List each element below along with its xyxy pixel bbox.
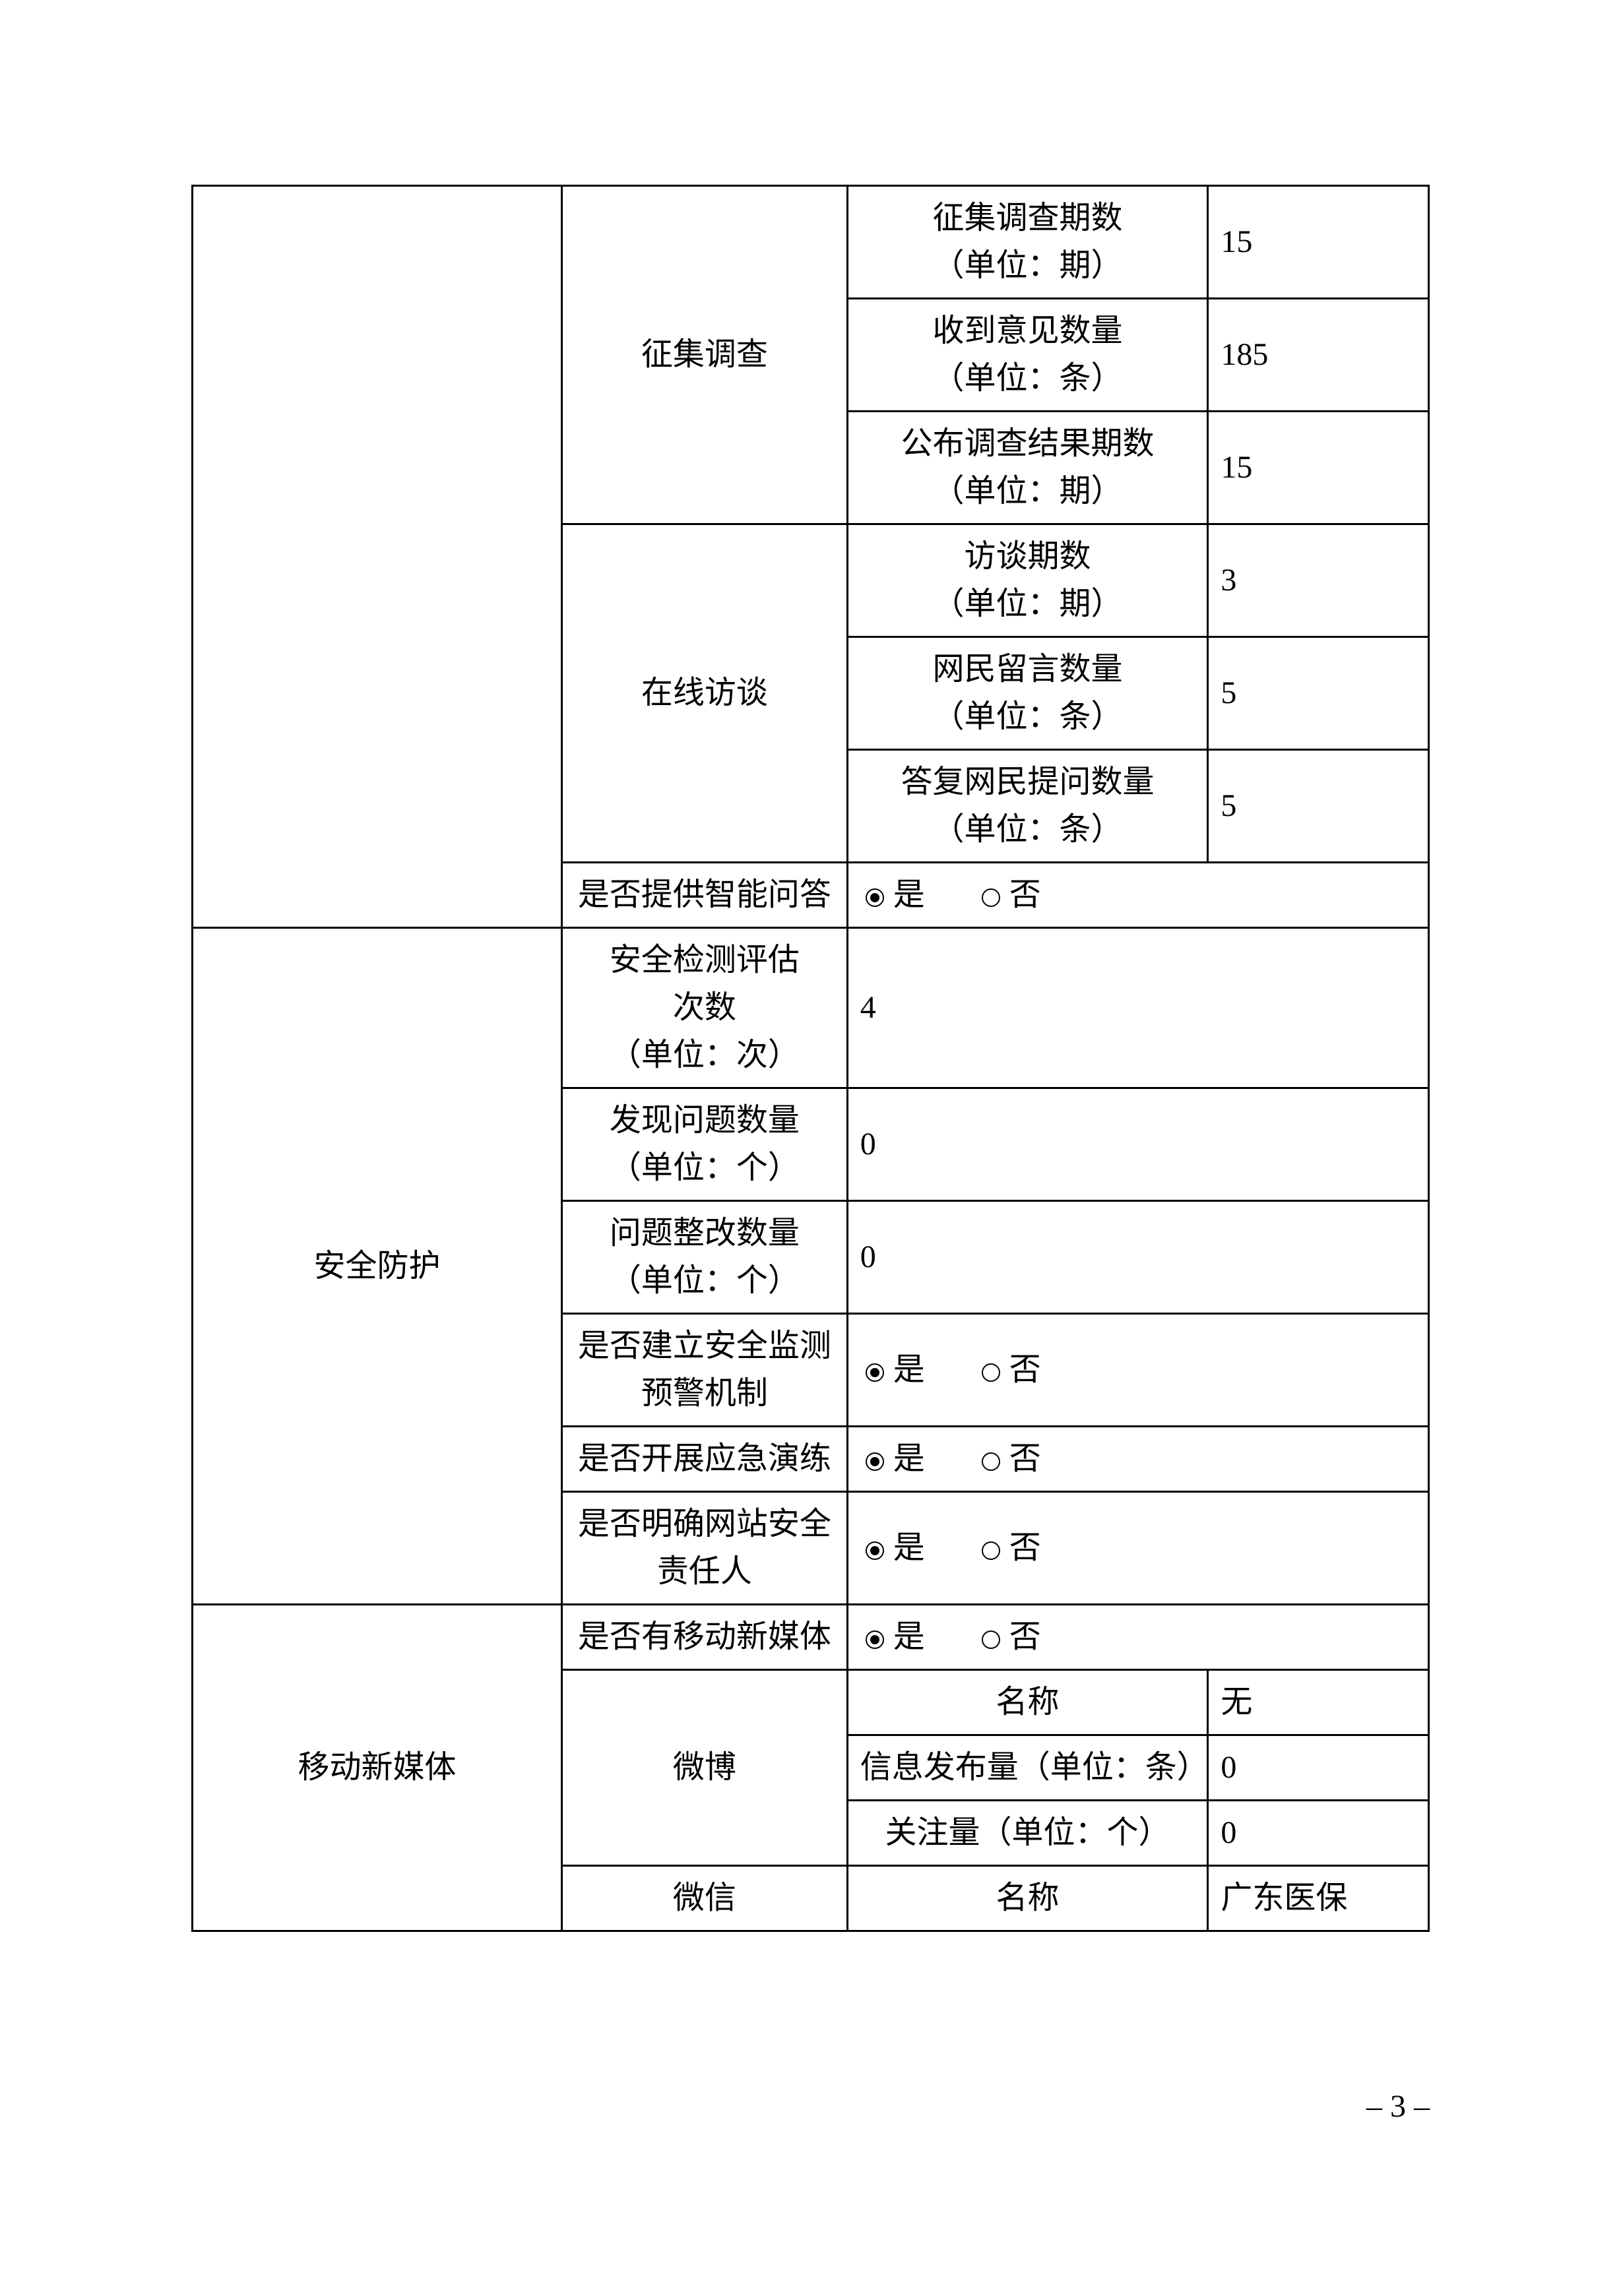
radio-yes-label: 是 bbox=[893, 1530, 925, 1565]
cell-interview-r3-value: 5 bbox=[1208, 750, 1429, 863]
cell-weibo-r1-value: 无 bbox=[1208, 1670, 1429, 1735]
cell-interview-r1-value: 3 bbox=[1208, 524, 1429, 637]
radio-yes-label: 是 bbox=[893, 877, 925, 912]
cell-weibo-r3-label: 关注量（单位：个） bbox=[847, 1801, 1208, 1866]
cell-security-r3-label: 问题整改数量 （单位：个） bbox=[561, 1201, 847, 1314]
radio-unselected-icon[interactable] bbox=[982, 1363, 1000, 1382]
radio-unselected-icon[interactable] bbox=[982, 1630, 1000, 1649]
radio-selected-icon[interactable] bbox=[866, 1452, 884, 1471]
radio-no-label: 否 bbox=[1009, 1530, 1041, 1565]
cell-wechat-label: 微信 bbox=[561, 1866, 847, 1931]
cell-security-r5-label: 是否开展应急演练 bbox=[561, 1427, 847, 1492]
cell-wechat-r1-value: 广东医保 bbox=[1208, 1866, 1429, 1931]
radio-no-label: 否 bbox=[1009, 1441, 1041, 1476]
cell-weibo-r3-value: 0 bbox=[1208, 1801, 1429, 1866]
cell-smartqa-label: 是否提供智能问答 bbox=[561, 863, 847, 928]
cell-security-r2-value: 0 bbox=[847, 1088, 1428, 1201]
cell-mobile-has-label: 是否有移动新媒体 bbox=[561, 1605, 847, 1670]
cell-interview-r2-value: 5 bbox=[1208, 637, 1429, 750]
cell-weibo-r2-label: 信息发布量（单位：条） bbox=[847, 1735, 1208, 1801]
cell-security-r4-value: 是 否 bbox=[847, 1314, 1428, 1427]
radio-selected-icon[interactable] bbox=[866, 888, 884, 907]
cell-security-r1-label: 安全检测评估 次数 （单位：次） bbox=[561, 928, 847, 1088]
radio-selected-icon[interactable] bbox=[866, 1363, 884, 1382]
cell-weibo-r1-label: 名称 bbox=[847, 1670, 1208, 1735]
cell-security-label: 安全防护 bbox=[193, 928, 562, 1605]
cell-survey-r2-label: 收到意见数量 （单位：条） bbox=[847, 299, 1208, 412]
cell-blank bbox=[193, 186, 562, 928]
cell-security-r5-value: 是 否 bbox=[847, 1427, 1428, 1492]
radio-no-label: 否 bbox=[1009, 1619, 1041, 1654]
cell-security-r6-value: 是 否 bbox=[847, 1492, 1428, 1605]
cell-smartqa-value: 是 否 bbox=[847, 863, 1428, 928]
cell-interview-r1-label: 访谈期数 （单位：期） bbox=[847, 524, 1208, 637]
cell-interview-r2-label: 网民留言数量 （单位：条） bbox=[847, 637, 1208, 750]
radio-no-label: 否 bbox=[1009, 877, 1041, 912]
radio-selected-icon[interactable] bbox=[866, 1630, 884, 1649]
report-table: 征集调查 征集调查期数 （单位：期） 15 收到意见数量 （单位：条） 185 … bbox=[191, 185, 1430, 1932]
radio-yes-label: 是 bbox=[893, 1441, 925, 1476]
cell-survey-r3-label: 公布调查结果期数 （单位：期） bbox=[847, 412, 1208, 524]
cell-security-r3-value: 0 bbox=[847, 1201, 1428, 1314]
cell-mobile-has-value: 是 否 bbox=[847, 1605, 1428, 1670]
radio-unselected-icon[interactable] bbox=[982, 1452, 1000, 1471]
radio-unselected-icon[interactable] bbox=[982, 1541, 1000, 1560]
radio-selected-icon[interactable] bbox=[866, 1541, 884, 1560]
cell-interview-r3-label: 答复网民提问数量 （单位：条） bbox=[847, 750, 1208, 863]
cell-weibo-r2-value: 0 bbox=[1208, 1735, 1429, 1801]
cell-survey-r1-label: 征集调查期数 （单位：期） bbox=[847, 186, 1208, 299]
radio-yes-label: 是 bbox=[893, 1352, 925, 1387]
cell-security-r4-label: 是否建立安全监测预警机制 bbox=[561, 1314, 847, 1427]
radio-unselected-icon[interactable] bbox=[982, 888, 1000, 907]
cell-security-r6-label: 是否明确网站安全责任人 bbox=[561, 1492, 847, 1605]
cell-weibo-label: 微博 bbox=[561, 1670, 847, 1866]
cell-wechat-r1-label: 名称 bbox=[847, 1866, 1208, 1931]
cell-survey-r2-value: 185 bbox=[1208, 299, 1429, 412]
cell-survey-label: 征集调查 bbox=[561, 186, 847, 524]
cell-survey-r3-value: 15 bbox=[1208, 412, 1429, 524]
page-number: – 3 – bbox=[1366, 2088, 1430, 2125]
cell-security-r1-value: 4 bbox=[847, 928, 1428, 1088]
cell-mobile-label: 移动新媒体 bbox=[193, 1605, 562, 1931]
radio-no-label: 否 bbox=[1009, 1352, 1041, 1387]
radio-yes-label: 是 bbox=[893, 1619, 925, 1654]
cell-survey-r1-value: 15 bbox=[1208, 186, 1429, 299]
cell-security-r2-label: 发现问题数量 （单位：个） bbox=[561, 1088, 847, 1201]
cell-interview-label: 在线访谈 bbox=[561, 524, 847, 863]
